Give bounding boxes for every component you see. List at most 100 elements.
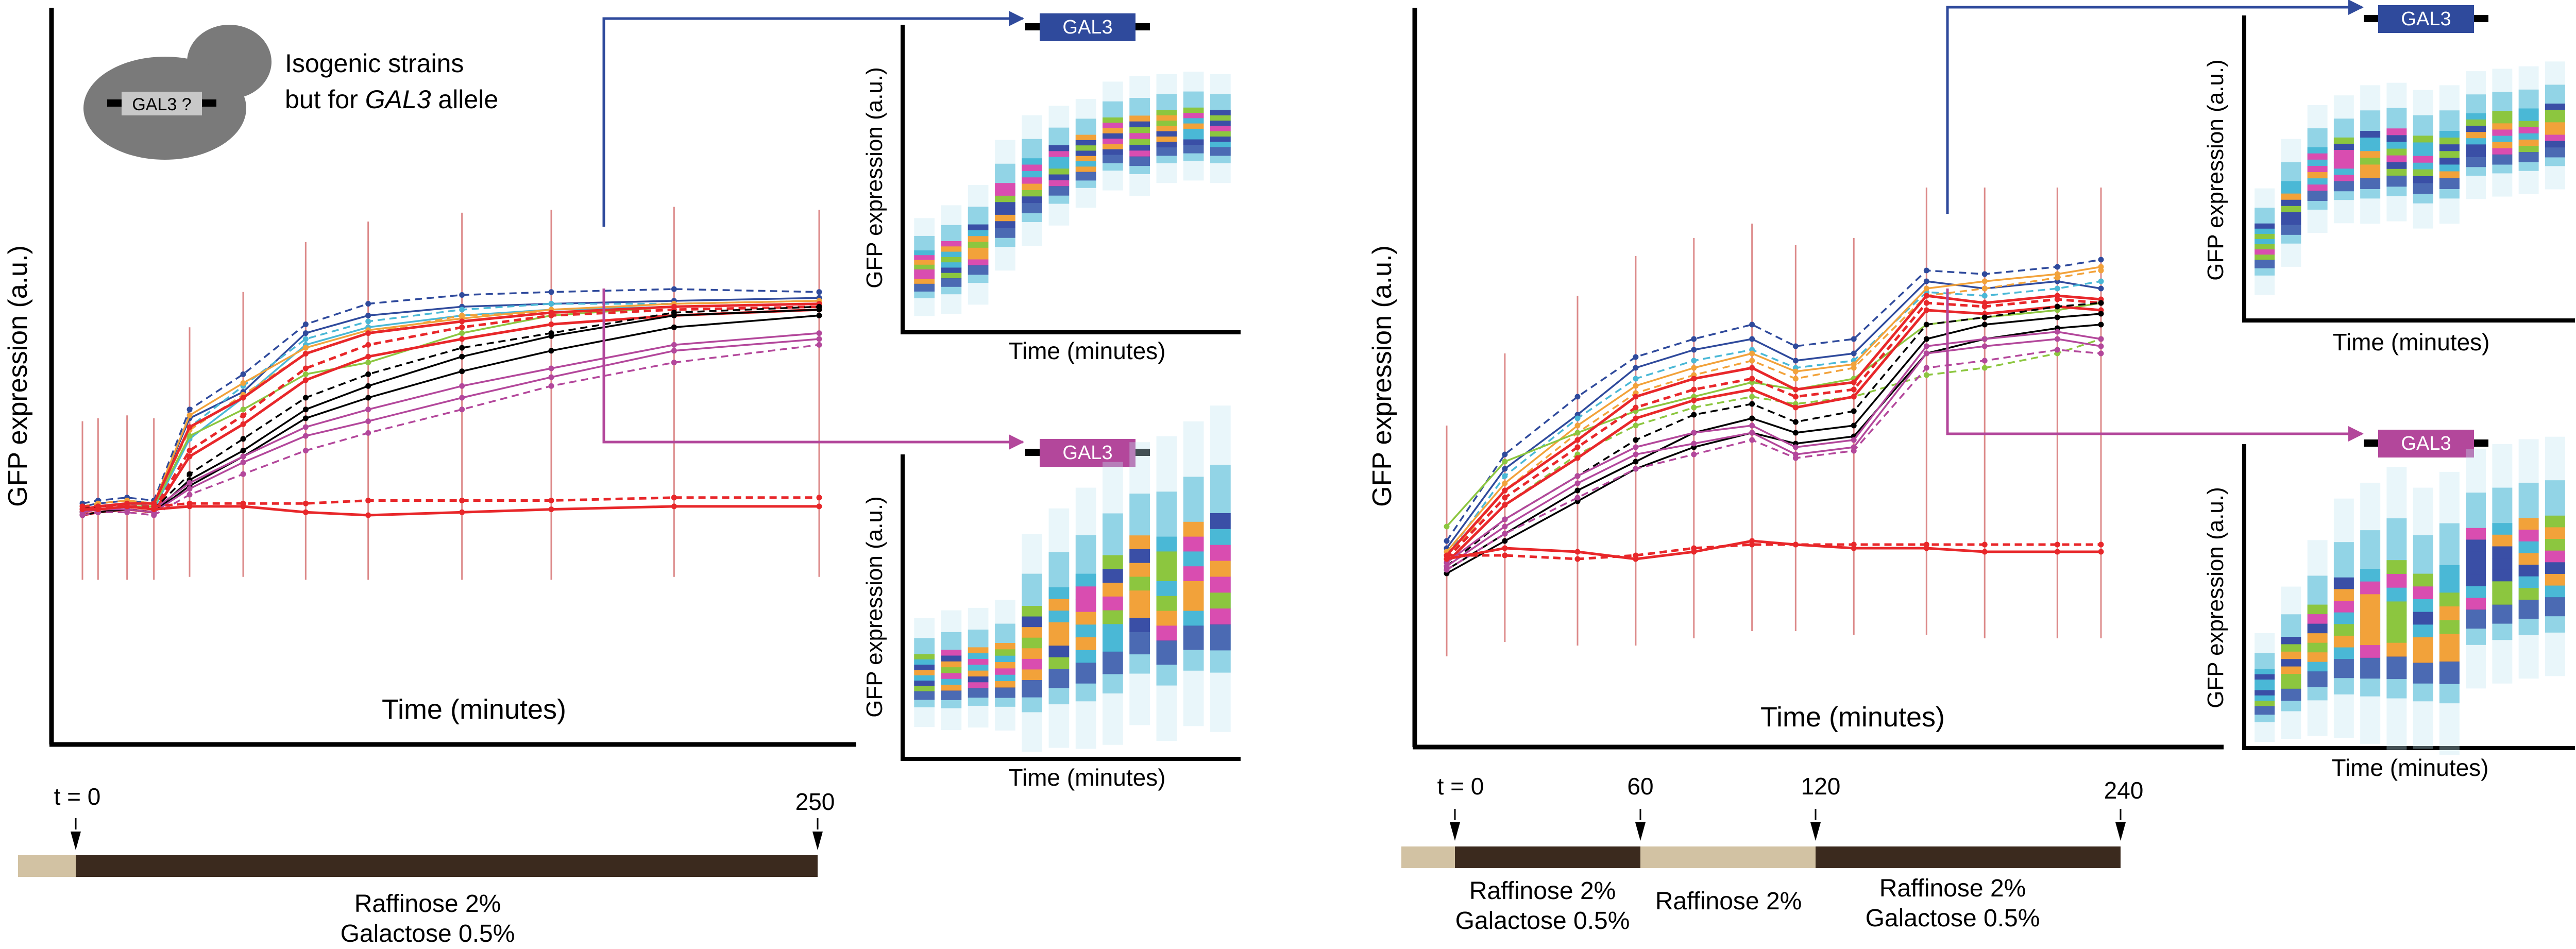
density-band — [941, 661, 962, 668]
density-band — [2333, 175, 2354, 181]
data-point — [1923, 372, 1929, 378]
data-point — [548, 321, 554, 327]
data-point — [459, 383, 465, 389]
data-point — [1574, 455, 1581, 461]
data-point — [1502, 552, 1508, 558]
data-point — [2054, 303, 2060, 310]
density-band — [2307, 159, 2328, 166]
density-band — [914, 269, 935, 275]
density-band — [2439, 648, 2460, 662]
density-band — [2333, 601, 2354, 613]
density-band — [2413, 637, 2433, 651]
density-band — [1103, 117, 1123, 123]
density-band — [2386, 615, 2407, 630]
left-timeline: t = 0 250 Raffinose 2% Galactose 0.5% — [18, 783, 835, 947]
density-band — [1183, 139, 1204, 145]
density-band — [2545, 515, 2565, 528]
density-band — [1129, 144, 1150, 151]
density-band — [2492, 111, 2513, 117]
density-band — [2413, 169, 2433, 177]
data-point — [240, 453, 246, 460]
density-band — [2360, 607, 2381, 620]
density-band — [914, 255, 935, 261]
density-column — [1048, 508, 1070, 748]
left-main-series-layer — [79, 207, 822, 580]
data-point — [1923, 278, 1929, 284]
data-point — [1923, 321, 1929, 328]
density-band — [968, 247, 989, 254]
density-column — [1103, 462, 1123, 745]
density-band — [2386, 128, 2407, 135]
density-band — [1183, 128, 1204, 134]
data-point — [365, 318, 371, 325]
density-band — [914, 665, 935, 670]
density-band — [1103, 123, 1123, 129]
density-band — [2413, 624, 2433, 638]
data-point — [2098, 257, 2104, 263]
density-band — [1156, 142, 1177, 148]
data-point — [187, 412, 193, 418]
density-band — [1075, 573, 1096, 587]
density-band — [1210, 115, 1231, 121]
density-band — [1156, 115, 1177, 121]
density-band — [2360, 151, 2381, 158]
density-band — [2307, 652, 2328, 663]
right-timeline-raffinose-segment — [1640, 846, 1816, 868]
density-band — [2492, 123, 2513, 130]
density-band — [1048, 646, 1070, 658]
density-band — [2307, 178, 2328, 185]
density-band — [1075, 624, 1096, 638]
data-point — [1502, 531, 1508, 537]
series-line — [1446, 280, 2102, 556]
density-band — [1075, 650, 1096, 663]
data-point — [1574, 556, 1581, 562]
data-point — [365, 395, 371, 401]
left-magenta-gal3-box — [1040, 439, 1136, 467]
density-band — [2333, 137, 2354, 144]
density-band — [1022, 637, 1042, 649]
data-point — [1691, 404, 1697, 411]
density-band — [2255, 690, 2275, 696]
data-point — [1633, 376, 1639, 382]
data-point — [302, 424, 309, 430]
density-edge — [941, 278, 962, 287]
data-point — [1502, 545, 1508, 551]
data-point — [671, 348, 677, 354]
left-main-ylabel: GFP expression (a.u.) — [3, 245, 33, 507]
series-line — [1446, 539, 2101, 561]
density-band — [2518, 146, 2539, 152]
right-timeline-marker-0 — [1450, 822, 1460, 841]
density-band — [2492, 135, 2513, 143]
density-column — [2281, 586, 2301, 739]
data-point — [459, 330, 465, 336]
density-band — [914, 654, 935, 660]
density-band — [1022, 190, 1042, 197]
data-point — [1851, 365, 1857, 371]
data-point — [240, 471, 246, 477]
density-edge — [1156, 640, 1177, 665]
right-panel: GFP expression (a.u.) Time (minutes) GAL… — [1367, 0, 2575, 935]
right-timeline-tick-120: 120 — [1801, 773, 1841, 800]
density-band — [1210, 545, 1231, 562]
density-edge — [2333, 659, 2354, 679]
density-band — [1183, 113, 1204, 118]
left-blue-gal3-tag: GAL3 — [1025, 13, 1150, 41]
density-band — [2545, 104, 2565, 110]
data-point — [1691, 358, 1697, 364]
density-column — [914, 618, 935, 727]
density-band — [995, 668, 1015, 675]
density-column — [2255, 633, 2275, 742]
density-band — [2281, 193, 2301, 200]
data-point — [1502, 523, 1508, 530]
data-point — [1633, 365, 1639, 371]
density-band — [1129, 127, 1150, 133]
density-band — [2466, 113, 2486, 120]
density-band — [1156, 131, 1177, 137]
data-point — [1749, 394, 1755, 400]
data-point — [1633, 552, 1639, 558]
data-point — [816, 336, 822, 342]
density-band — [1210, 592, 1231, 609]
density-edge — [995, 227, 1015, 238]
density-column — [2492, 69, 2513, 197]
density-band — [1048, 145, 1070, 151]
